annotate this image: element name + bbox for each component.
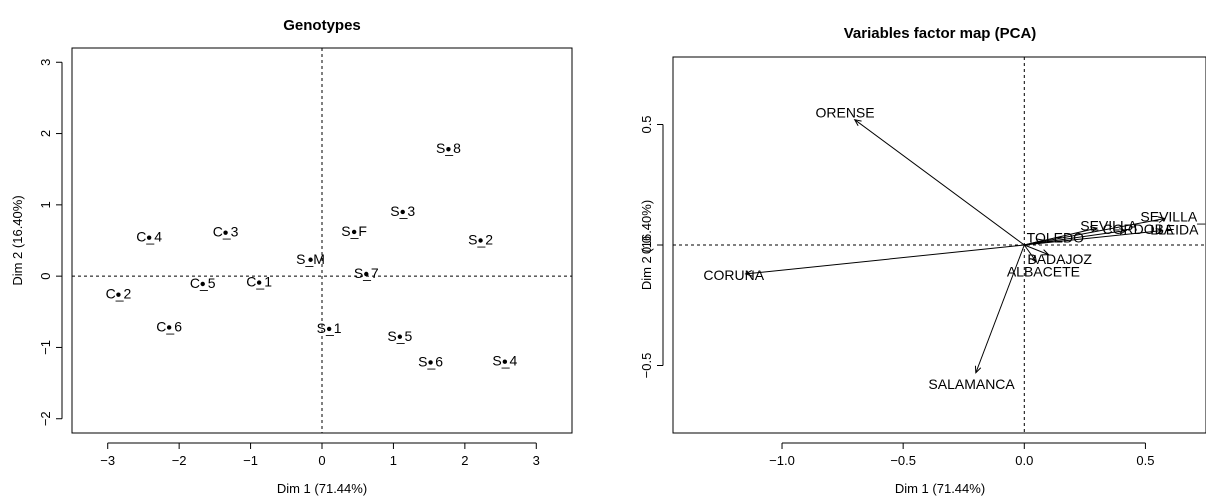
variable-label: ALBACETE: [1007, 264, 1080, 280]
genotype-point-s-3: [400, 209, 405, 215]
y-tick-label: 0.0: [639, 236, 654, 254]
genotypes-x-axis: −3 −2 −1 0 1 2 3: [100, 442, 540, 468]
genotype-point-s-2: [478, 238, 483, 243]
y-tick-label: 2: [38, 130, 53, 137]
variable-arrowhead: [1155, 227, 1164, 235]
genotype-point-c-1: [256, 280, 262, 285]
variable-arrow-badajoz: [1024, 244, 1049, 256]
y-tick-label: 1: [38, 201, 53, 208]
variables-arrows: ORENSECORUNASALAMANCASEVILLASEVILLA_2COR…: [703, 105, 1206, 392]
genotype-point-c-2: [116, 292, 121, 297]
genotypes-points: C_1 C_2 C_3 C_4 C_5 C_6 S_1 S_2 S_3 S_4 S_5 S_6 S_7 S…: [106, 140, 518, 369]
variable-arrow-coruna: [745, 244, 1025, 275]
variable-label: BADAJOZ: [1027, 251, 1092, 267]
genotype-point-c-3: [223, 230, 228, 235]
genotype-point-label: C_3: [213, 224, 239, 240]
variable-arrowhead: [1030, 254, 1038, 263]
genotype-point-s-1: [326, 326, 332, 332]
x-tick-label: −0.5: [890, 453, 916, 468]
genotype-point-c-5: [200, 281, 205, 287]
x-tick-label: 0.5: [1136, 453, 1154, 468]
genotype-point-label: C_6: [156, 318, 182, 334]
variable-label: SALAMANCA: [928, 376, 1015, 392]
genotype-point-label: C_4: [136, 229, 162, 245]
x-tick-label: −1.0: [769, 453, 795, 468]
variable-arrowhead: [1119, 228, 1128, 235]
x-tick-label: −1: [243, 453, 258, 468]
genotype-point-label: S_7: [354, 265, 379, 281]
variables-y-axis: −0.5 0.0 0.5: [639, 115, 664, 379]
genotype-point-c-6: [166, 325, 172, 330]
variable-arrowhead: [853, 118, 862, 127]
variable-label: ORENSE: [815, 105, 874, 121]
variables-y-axis-label: Dim 2 (16.40%): [639, 200, 654, 290]
variable-arrowhead: [1157, 216, 1167, 223]
x-tick-label: 1: [390, 453, 397, 468]
y-tick-label: −0.5: [639, 353, 654, 379]
genotypes-title: Genotypes: [283, 17, 361, 34]
x-tick-label: −2: [172, 453, 187, 468]
genotype-point-label: S_4: [492, 353, 517, 369]
variables-factor-map-chart: Variables factor map (PCA) Dim 1 (71.44%…: [639, 25, 1206, 496]
genotype-point-s-4: [502, 359, 508, 364]
variable-label: SEVILLA_2: [1140, 208, 1206, 224]
x-tick-label: 2: [461, 453, 468, 468]
genotype-point-s-6: [428, 360, 433, 365]
variables-x-axis-label: Dim 1 (71.44%): [895, 481, 985, 496]
genotype-point-s-7: [364, 271, 369, 277]
genotype-point-label: C_2: [106, 286, 132, 302]
genotype-point-label: S_6: [418, 353, 443, 369]
x-tick-label: 0.0: [1015, 453, 1033, 468]
genotype-point-label: S_3: [390, 203, 415, 219]
variable-label: LLEIDA: [1150, 221, 1199, 237]
genotypes-y-axis-label: Dim 2 (16.40%): [10, 195, 25, 285]
genotypes-x-axis-label: Dim 1 (71.44%): [277, 481, 367, 496]
variable-arrow-albacete: [1023, 244, 1037, 263]
variable-arrowhead: [1041, 249, 1050, 256]
x-tick-label: 3: [533, 453, 540, 468]
variable-arrow-orense: [854, 119, 1025, 246]
genotype-point-label: C_1: [246, 274, 272, 290]
y-tick-label: 0: [38, 273, 53, 280]
genotype-point-label: S_8: [436, 140, 461, 156]
genotype-point-label: S_F: [341, 223, 367, 239]
genotype-point-label: S_2: [468, 232, 493, 248]
variables-title: Variables factor map (PCA): [844, 25, 1037, 42]
genotype-point-s-8: [446, 147, 451, 152]
variable-arrow-toledo: [1024, 239, 1044, 246]
genotype-point-c-4: [146, 235, 152, 240]
y-tick-label: −2: [38, 411, 53, 426]
variable-label: CORDOBA: [1103, 221, 1174, 237]
genotype-point-label: C_5: [190, 275, 216, 291]
variable-arrow-sevilla-2: [1024, 217, 1165, 246]
genotype-point-label: S_1: [317, 320, 342, 336]
genotype-point-label: S_M: [296, 251, 325, 267]
y-tick-label: −1: [38, 340, 53, 355]
y-tick-label: 0.5: [639, 115, 654, 133]
genotypes-y-axis: −2 −1 0 1 2 3: [38, 59, 63, 426]
variable-arrowhead: [744, 269, 753, 277]
genotype-point-s-5: [397, 334, 403, 339]
variable-arrowhead: [1090, 226, 1099, 233]
genotypes-chart: Genotypes Dim 1 (71.44%) Dim 2 (16.40%) …: [10, 17, 573, 496]
variable-arrowhead: [1036, 238, 1045, 245]
variable-label: CORUNA: [703, 267, 764, 283]
y-tick-label: 3: [38, 59, 53, 66]
variable-arrow-lleida: [1024, 230, 1163, 246]
variables-x-axis: −1.0 −0.5 0.0 0.5: [769, 442, 1154, 468]
genotype-point-label: S_5: [387, 328, 412, 344]
variable-arrow-salamanca: [975, 244, 1025, 373]
genotype-point-s-m: [308, 257, 313, 262]
variable-arrowhead: [974, 365, 982, 374]
genotype-point-s-f: [351, 229, 357, 235]
x-tick-label: 0: [318, 453, 325, 468]
variable-label: TOLEDO: [1027, 229, 1084, 245]
x-tick-label: −3: [100, 453, 115, 468]
